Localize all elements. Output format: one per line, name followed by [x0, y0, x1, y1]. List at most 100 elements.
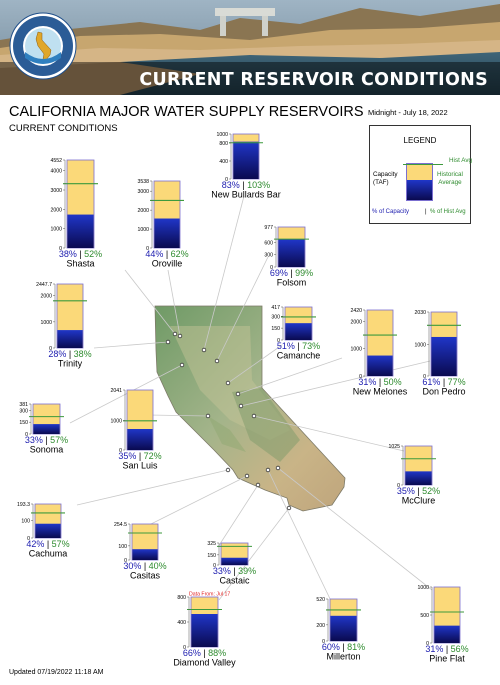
legend-capacity-bar — [406, 163, 433, 201]
shasta-tick-label: 4000 — [50, 169, 62, 175]
millerton-pct-separator: | — [340, 642, 347, 652]
casitas-name-label: Casitas — [130, 571, 161, 581]
oroville-tick-label: 0 — [146, 246, 149, 252]
legend-historical-average-label: Historical Average — [437, 171, 463, 186]
page-title: CALIFORNIA MAJOR WATER SUPPLY RESERVOIRS — [9, 104, 364, 120]
camanche-name-label: Camanche — [277, 351, 321, 361]
new-bullards-bar-pct-separator: | — [240, 180, 247, 190]
new-melones-pct-label: 31% | 50% — [358, 377, 401, 387]
new-bullards-bar-tick-label: 800 — [219, 141, 228, 147]
legend-title: LEGEND — [403, 136, 437, 145]
sonoma-pct-hist: 57% — [50, 435, 68, 445]
new-bullards-bar-pct-label: 83% | 103% — [222, 180, 270, 190]
legend-capacity-label: Capacity (TAF) — [373, 171, 398, 186]
mcclure-tick-label: 1025 — [388, 444, 400, 450]
mcclure-tick-label: 0 — [397, 483, 400, 489]
oroville-pct-label: 44% | 62% — [145, 249, 188, 259]
sonoma-pct-capacity: 33% — [25, 435, 43, 445]
cachuma-tick-label: 100 — [21, 518, 30, 524]
pine-flat-pct-hist: 56% — [451, 644, 469, 654]
don-pedro-pct-hist: 77% — [448, 377, 466, 387]
reservoir-markers — [165, 331, 292, 511]
shasta-pct-separator: | — [77, 249, 84, 259]
oroville-tick-label: 2000 — [137, 208, 149, 214]
camanche-pct-capacity: 51% — [277, 341, 295, 351]
don-pedro-pct-capacity: 61% — [422, 377, 440, 387]
trinity-storage-bar — [57, 330, 83, 348]
new-bullards-bar-pct-hist: 103% — [247, 180, 270, 190]
castaic-storage-bar — [221, 557, 248, 565]
oroville-storage-bar — [154, 218, 180, 248]
trinity-tick-label: 1000 — [40, 320, 52, 326]
san-luis-tick-label: 0 — [119, 448, 122, 454]
don-pedro-name-label: Don Pedro — [422, 387, 465, 397]
legend: LEGEND Capacity (TAF) Hist Avg Historica… — [369, 125, 472, 224]
oroville-name-label: Oroville — [152, 259, 183, 269]
pine-flat-pct-separator: | — [443, 644, 450, 654]
new-bullards-bar-tick-label: 400 — [219, 159, 228, 165]
oroville-tick-label: 3000 — [137, 189, 149, 195]
millerton-name-label: Millerton — [326, 652, 360, 662]
dwr-seal — [9, 12, 77, 80]
shasta-tick-label: 3000 — [50, 188, 62, 194]
mcclure-pct-hist: 52% — [422, 486, 440, 496]
trinity-tick-label: 2447.7 — [36, 282, 52, 288]
cachuma-tick-label: 193.3 — [17, 502, 30, 508]
leader-lines — [69, 195, 433, 606]
legend-hist-avg-label: Hist Avg — [449, 157, 472, 164]
casitas-tick-label: 100 — [118, 544, 127, 550]
shasta-name-label: Shasta — [66, 259, 94, 269]
mcclure-storage-bar — [405, 471, 432, 485]
header-banner: CURRENT RESERVOIR CONDITIONS — [0, 0, 500, 95]
trinity-tick-label: 0 — [49, 346, 52, 352]
castaic-pct-separator: | — [231, 566, 238, 576]
casitas-storage-bar — [132, 549, 158, 560]
mcclure-pct-label: 35% | 52% — [397, 486, 440, 496]
pine-flat-tick-label: 0 — [426, 641, 429, 647]
castaic-tick-label: 150 — [207, 553, 216, 559]
san-luis-pct-label: 35% | 72% — [118, 451, 161, 461]
diamond-valley-tick-label: 800 — [177, 595, 186, 601]
sonoma-pct-separator: | — [43, 435, 50, 445]
legend-pct-capacity-label: % of Capacity — [372, 209, 410, 215]
legend-storage-fill — [407, 180, 432, 200]
san-luis-pct-separator: | — [136, 451, 143, 461]
folsom-pct-hist: 99% — [295, 268, 313, 278]
new-bullards-bar-name-label: New Bullards Bar — [211, 190, 281, 200]
new-melones-tick-label: 0 — [359, 374, 362, 380]
trinity-pct-label: 28% | 38% — [48, 349, 91, 359]
trinity-pct-capacity: 28% — [48, 349, 66, 359]
mcclure-pct-capacity: 35% — [397, 486, 415, 496]
shasta-tick-label: 4552 — [50, 158, 62, 164]
pine-flat-tick-label: 1000 — [417, 585, 429, 591]
shasta-tick-label: 2000 — [50, 207, 62, 213]
banner-photo — [0, 0, 500, 95]
cachuma-name-label: Cachuma — [29, 549, 68, 559]
new-bullards-bar-tick-label: 0 — [225, 177, 228, 183]
page-subtitle: CURRENT CONDITIONS — [9, 123, 118, 134]
footer-updated: Updated 07/19/2022 11:18 AM — [9, 669, 104, 676]
don-pedro-tick-label: 2030 — [414, 310, 426, 316]
pine-flat-pct-label: 31% | 56% — [425, 644, 468, 654]
shasta-tick-label: 1000 — [50, 227, 62, 233]
folsom-storage-bar — [278, 239, 305, 267]
sonoma-tick-label: 0 — [25, 432, 28, 438]
casitas-tick-label: 0 — [124, 558, 127, 564]
oroville-tick-label: 3538 — [137, 179, 149, 185]
folsom-name-label: Folsom — [277, 278, 307, 288]
cachuma-pct-label: 42% | 57% — [26, 539, 69, 549]
pine-flat-storage-bar — [434, 625, 460, 643]
sonoma-tick-label: 150 — [19, 420, 28, 426]
oroville-pct-capacity: 44% — [145, 249, 163, 259]
folsom-tick-label: 600 — [264, 240, 273, 246]
don-pedro-tick-label: 0 — [423, 374, 426, 380]
folsom-tick-label: 977 — [264, 225, 273, 231]
trinity-pct-hist: 38% — [74, 349, 92, 359]
sonoma-name-label: Sonoma — [30, 445, 64, 455]
castaic-pct-hist: 39% — [238, 566, 256, 576]
oroville-pct-separator: | — [163, 249, 170, 259]
mcclure-name-label: McClure — [402, 496, 436, 506]
sonoma-pct-label: 33% | 57% — [25, 435, 68, 445]
millerton-tick-label: 520 — [316, 597, 325, 603]
folsom-pct-label: 69% | 99% — [270, 268, 313, 278]
